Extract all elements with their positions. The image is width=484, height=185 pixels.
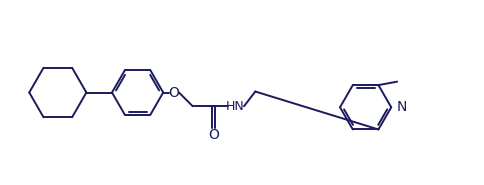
Text: O: O: [208, 128, 218, 142]
Text: N: N: [395, 100, 406, 114]
Text: O: O: [168, 85, 179, 100]
Text: HN: HN: [226, 100, 244, 113]
